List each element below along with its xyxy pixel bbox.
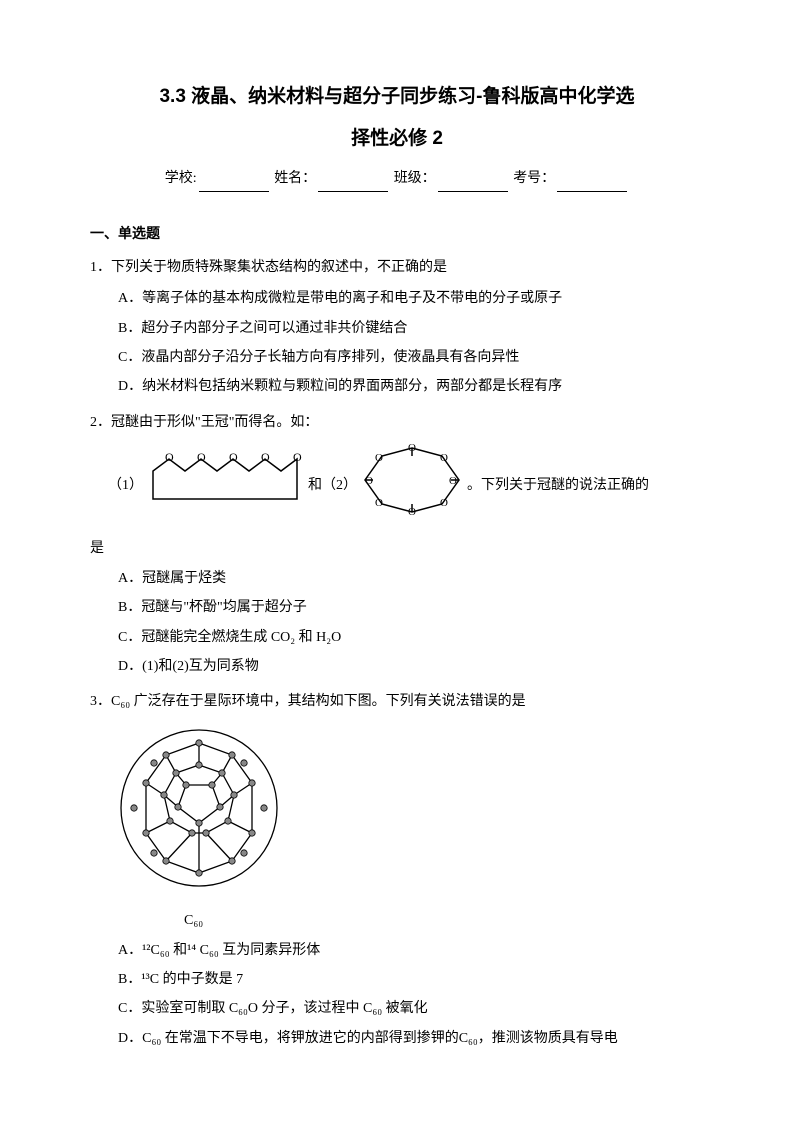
section-header-1: 一、单选题	[90, 222, 704, 247]
svg-text:O: O	[440, 452, 448, 464]
svg-text:O: O	[293, 451, 302, 464]
q2-option-a: A．冠醚属于烃类	[90, 564, 704, 593]
q3-option-d: D．C₆₀ 在常温下不导电，将钾放进它的内部得到掺钾的C₆₀，推测该物质具有导电	[90, 1024, 704, 1053]
q2-tail: 是	[90, 534, 704, 563]
label-school: 学校:	[165, 171, 197, 186]
q3-stem: 3．C₆₀ 广泛存在于星际环境中，其结构如下图。下列有关说法错误的是	[90, 687, 704, 716]
blank-name[interactable]	[318, 176, 388, 192]
title-line-1: 3.3 液晶、纳米材料与超分子同步练习-鲁科版高中化学选	[90, 80, 704, 114]
svg-text:O: O	[449, 475, 457, 487]
svg-text:O: O	[408, 442, 416, 454]
q2-suffix: 。下列关于冠醚的说法正确的	[467, 471, 649, 500]
crown-ether-2-figure: O O O O O O O O	[357, 441, 467, 530]
question-2: 2．冠醚由于形似"王冠"而得名。如： （1） OO OO O 和（2）	[90, 408, 704, 682]
label-examno: 考号：	[513, 171, 555, 186]
crown-ether-1-figure: OO OO O	[143, 451, 308, 520]
title-line-2: 择性必修 2	[90, 122, 704, 156]
q2-option-d: D．(1)和(2)互为同系物	[90, 652, 704, 681]
q2-option-c: C．冠醚能完全燃烧生成 CO₂ 和 H₂O	[90, 623, 704, 652]
svg-text:O: O	[375, 497, 383, 509]
svg-text:O: O	[261, 451, 270, 464]
q2-mid: 和（2）	[308, 471, 357, 500]
label-class: 班级：	[394, 171, 436, 186]
q1-option-d: D．纳米材料包括纳米颗粒与颗粒间的界面两部分，两部分都是长程有序	[90, 372, 704, 401]
svg-text:O: O	[365, 475, 373, 487]
q1-option-b: B．超分子内部分子之间可以通过非共价键结合	[90, 314, 704, 343]
q1-stem: 1．下列关于物质特殊聚集状态结构的叙述中，不正确的是	[90, 253, 704, 282]
q2-option-b: B．冠醚与"杯酚"均属于超分子	[90, 593, 704, 622]
q3-option-a: A．¹²C₆₀ 和¹⁴ C₆₀ 互为同素异形体	[90, 936, 704, 965]
q3-option-b: B．¹³C 的中子数是 7	[90, 965, 704, 994]
q2-stem: 2．冠醚由于形似"王冠"而得名。如：	[90, 408, 704, 437]
question-3: 3．C₆₀ 广泛存在于星际环境中，其结构如下图。下列有关说法错误的是	[90, 687, 704, 1053]
q3-option-c: C．实验室可制取 C₆₀O 分子，该过程中 C₆₀ 被氧化	[90, 994, 704, 1023]
svg-text:O: O	[375, 452, 383, 464]
c60-label: C₆₀	[184, 906, 704, 935]
form-line: 学校: 姓名： 班级： 考号：	[90, 166, 704, 191]
svg-text:O: O	[165, 451, 174, 464]
label-name: 姓名：	[274, 171, 316, 186]
svg-text:O: O	[197, 451, 206, 464]
q1-option-c: C．液晶内部分子沿分子长轴方向有序排列，使液晶具有各向异性	[90, 343, 704, 372]
question-1: 1．下列关于物质特殊聚集状态结构的叙述中，不正确的是 A．等离子体的基本构成微粒…	[90, 253, 704, 402]
svg-text:O: O	[440, 497, 448, 509]
svg-text:O: O	[229, 451, 238, 464]
q1-option-a: A．等离子体的基本构成微粒是带电的离子和电子及不带电的分子或原子	[90, 284, 704, 313]
q2-prefix-1: （1）	[108, 471, 143, 500]
blank-class[interactable]	[438, 176, 508, 192]
q2-figures: （1） OO OO O 和（2）	[90, 441, 704, 530]
blank-examno[interactable]	[557, 176, 627, 192]
blank-school[interactable]	[199, 176, 269, 192]
c60-figure: C₆₀	[114, 723, 704, 936]
svg-text:O: O	[408, 506, 416, 518]
